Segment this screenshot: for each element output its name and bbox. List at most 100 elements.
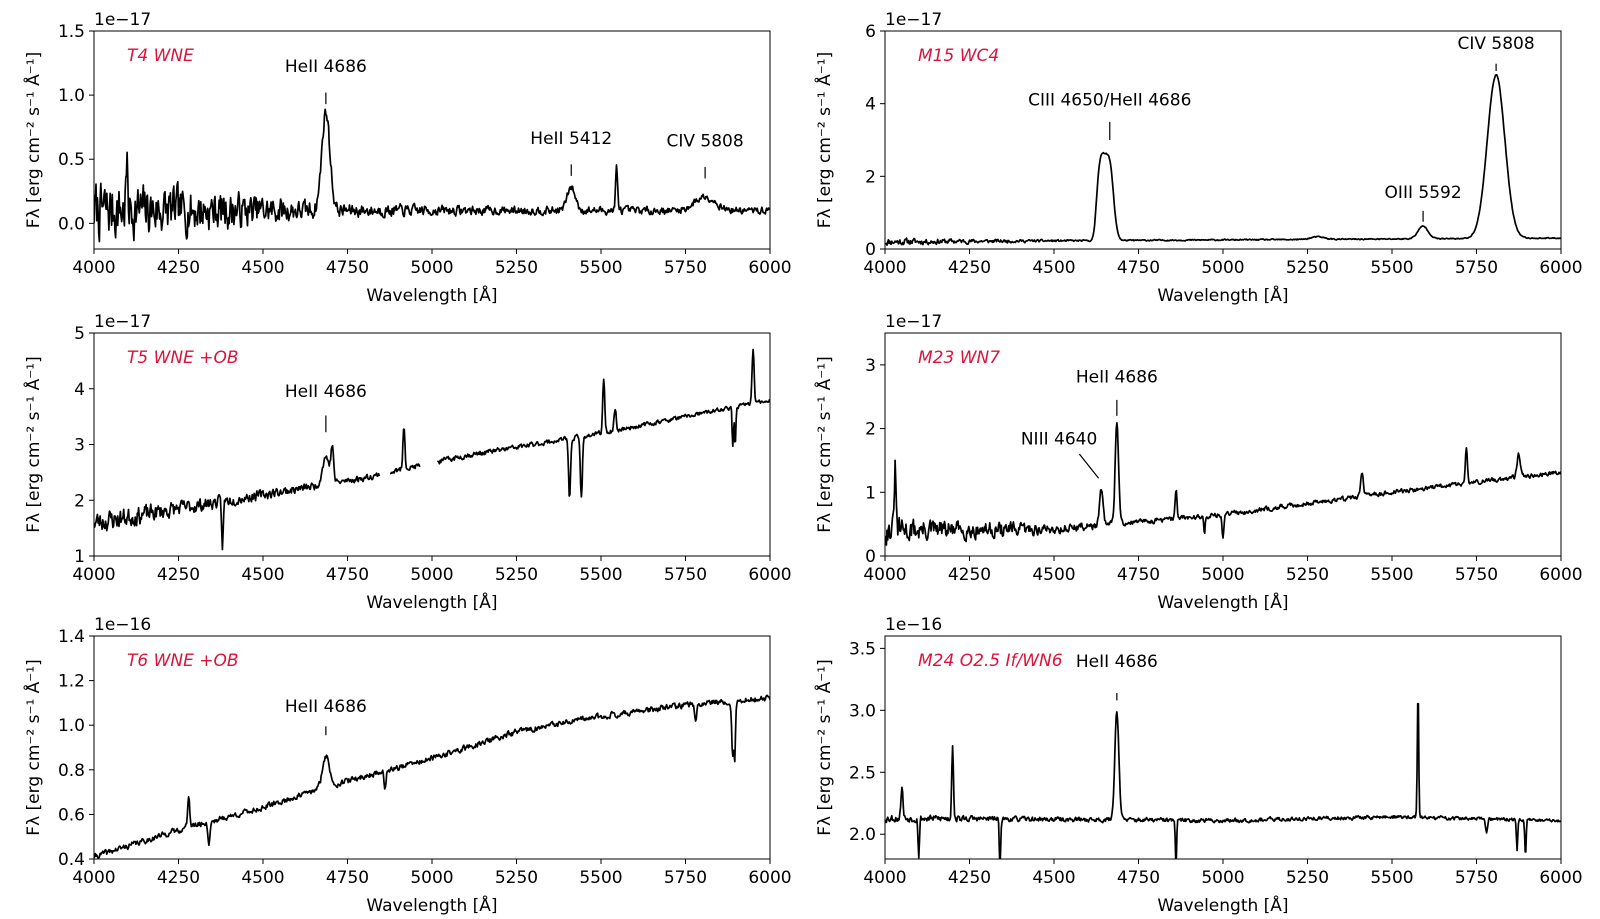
- panel-m23: 4000 4250 4500 4750 5000 5250 5500 5750 6000 0 1 2 3…: [813, 312, 1583, 613]
- y-tick-label: 2: [865, 420, 876, 440]
- x-tick-label: 5500: [1370, 868, 1413, 888]
- x-tick-label: 4000: [863, 868, 906, 888]
- x-tick-label: 5000: [410, 258, 453, 278]
- x-axis-label: Wavelength [Å]: [1157, 284, 1288, 306]
- x-tick-label: 5000: [1201, 868, 1244, 888]
- x-tick-label: 4000: [72, 565, 115, 585]
- x-tick-label: 4750: [1117, 868, 1160, 888]
- x-tick-label: 5250: [1286, 868, 1329, 888]
- spectrum-line-t4: [94, 108, 770, 243]
- y-tick-label: 2.0: [849, 825, 876, 845]
- y-tick-label: 1.0: [58, 86, 85, 106]
- panel-m15: 4000 4250 4500 4750 5000 5250 5500 5750 6000 0 2 4 6…: [813, 10, 1583, 306]
- x-tick-label: 4250: [157, 565, 200, 585]
- x-tick-label: 5000: [1201, 565, 1244, 585]
- x-tick-label: 5500: [579, 565, 622, 585]
- x-tick-label: 6000: [1539, 868, 1582, 888]
- x-tick-label: 5500: [579, 258, 622, 278]
- x-tick-label: 4250: [157, 258, 200, 278]
- line-label: CIII 4650/HeII 4686: [1028, 90, 1191, 110]
- panel-t4: 4000 4250 4500 4750 5000 5250 5500 5750 6000 0.0 0…: [22, 10, 792, 306]
- line-label: HeII 4686: [1076, 368, 1158, 388]
- y-tick-label: 4: [74, 380, 85, 400]
- panel-t6: 4000 4250 4500 4750 5000 5250 5500 5750 6000 0.4 0…: [22, 615, 792, 916]
- y-tick-label: 0.4: [58, 850, 85, 870]
- y-tick-label: 2.5: [849, 763, 876, 783]
- x-tick-label: 5000: [410, 868, 453, 888]
- x-tick-label: 5500: [1370, 258, 1413, 278]
- y-tick-label: 2: [865, 167, 876, 187]
- x-tick-label: 4000: [863, 258, 906, 278]
- panel-t5: 4000 4250 4500 4750 5000 5250 5500 5750 6000 1 2 3 4…: [22, 312, 792, 613]
- x-tick-label: 6000: [748, 565, 791, 585]
- y-axis-label: Fλ [erg cm⁻² s⁻¹ Å⁻¹]: [22, 52, 44, 228]
- y-tick-label: 6: [865, 22, 876, 42]
- y-tick-label: 1.4: [58, 627, 85, 647]
- y-tick-label: 0.0: [58, 214, 85, 234]
- x-axis-label: Wavelength [Å]: [366, 894, 497, 916]
- x-tick-label: 5750: [1455, 258, 1498, 278]
- y-axis-label: Fλ [erg cm⁻² s⁻¹ Å⁻¹]: [22, 659, 44, 835]
- y-offset-label: 1e−17: [94, 10, 151, 30]
- x-tick-label: 4500: [1032, 258, 1075, 278]
- y-tick-label: 0.6: [58, 805, 85, 825]
- x-tick-label: 5500: [1370, 565, 1413, 585]
- y-tick-label: 4: [865, 95, 876, 115]
- x-tick-label: 4500: [241, 565, 284, 585]
- line-label: HeII 4686: [285, 697, 367, 717]
- line-label: HeII 5412: [530, 129, 612, 149]
- x-tick-label: 4250: [948, 258, 991, 278]
- x-tick-label: 6000: [748, 868, 791, 888]
- y-tick-label: 0.8: [58, 761, 85, 781]
- y-axis-label: Fλ [erg cm⁻² s⁻¹ Å⁻¹]: [22, 356, 44, 532]
- x-axis-label: Wavelength [Å]: [366, 284, 497, 306]
- x-tick-label: 5750: [664, 565, 707, 585]
- y-tick-label: 2: [74, 491, 85, 511]
- panel-tag: T5 WNE +OB: [127, 348, 239, 368]
- line-label: CIV 5808: [667, 131, 744, 151]
- y-axis-label: Fλ [erg cm⁻² s⁻¹ Å⁻¹]: [813, 52, 835, 228]
- x-tick-label: 4500: [241, 258, 284, 278]
- x-tick-label: 5000: [1201, 258, 1244, 278]
- spectrum-line-m24: [885, 702, 1561, 859]
- y-tick-label: 0: [865, 240, 876, 260]
- x-tick-label: 5250: [1286, 258, 1329, 278]
- y-tick-label: 1: [74, 547, 85, 567]
- x-tick-label: 4750: [326, 868, 369, 888]
- y-tick-label: 0.5: [58, 150, 85, 170]
- panel-tag: T6 WNE +OB: [127, 651, 239, 671]
- y-tick-label: 5: [74, 324, 85, 344]
- line-label: HeII 4686: [285, 382, 367, 402]
- x-axis-label: Wavelength [Å]: [366, 591, 497, 613]
- x-tick-label: 4750: [326, 565, 369, 585]
- panel-m24: 4000 4250 4500 4750 5000 5250 5500 5750 6000 2.0 2…: [813, 615, 1583, 916]
- y-offset-label: 1e−16: [885, 615, 942, 635]
- panel-tag: M23 WN7: [918, 348, 1000, 368]
- y-tick-label: 0: [865, 547, 876, 567]
- panel-tag: M24 O2.5 If/WN6: [918, 651, 1063, 671]
- y-offset-label: 1e−16: [94, 615, 151, 635]
- x-tick-label: 6000: [748, 258, 791, 278]
- line-label: HeII 4686: [1076, 652, 1158, 672]
- x-tick-label: 4000: [72, 258, 115, 278]
- y-offset-label: 1e−17: [885, 312, 942, 332]
- x-tick-label: 5250: [1286, 565, 1329, 585]
- x-axis-label: Wavelength [Å]: [1157, 894, 1288, 916]
- spectrum-line-m15: [885, 73, 1561, 246]
- y-tick-label: 1.2: [58, 672, 85, 692]
- x-tick-label: 5750: [664, 258, 707, 278]
- x-tick-label: 6000: [1539, 565, 1582, 585]
- y-tick-label: 3: [74, 436, 85, 456]
- line-marker: [1078, 453, 1100, 479]
- y-tick-label: 3: [865, 356, 876, 376]
- x-tick-label: 4750: [1117, 258, 1160, 278]
- x-tick-label: 5250: [495, 565, 538, 585]
- spectrum-line-t6: [94, 694, 770, 859]
- y-axis-label: Fλ [erg cm⁻² s⁻¹ Å⁻¹]: [813, 356, 835, 532]
- y-tick-label: 1: [865, 483, 876, 503]
- x-tick-label: 4500: [241, 868, 284, 888]
- x-tick-label: 4750: [1117, 565, 1160, 585]
- x-tick-label: 5500: [579, 868, 622, 888]
- y-tick-label: 1.5: [58, 22, 85, 42]
